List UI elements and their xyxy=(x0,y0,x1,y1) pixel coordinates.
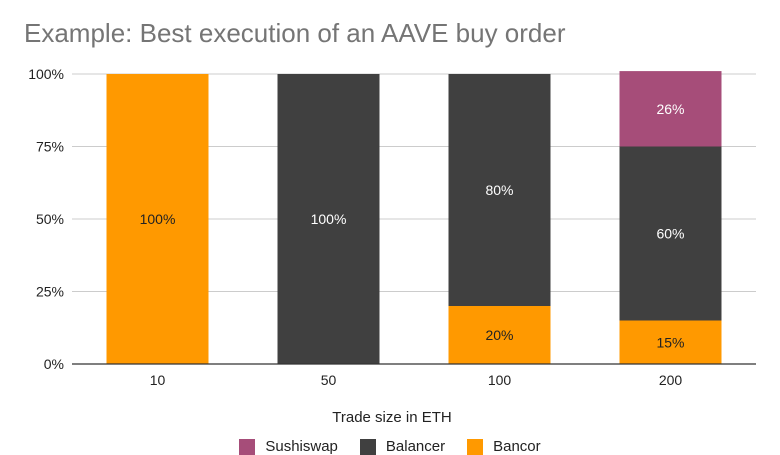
x-tick-label-50: 50 xyxy=(321,372,337,388)
legend-swatch-sushiswap xyxy=(239,438,256,455)
data-label-sushiswap-200: 26% xyxy=(656,101,684,117)
legend-label-bancor: Bancor xyxy=(493,438,541,455)
y-tick-label-1: 25% xyxy=(36,284,64,300)
y-tick-label-2: 50% xyxy=(36,211,64,227)
bar-sushiswap-200 xyxy=(619,71,722,147)
bar-bancor-10 xyxy=(106,74,209,364)
y-tick-label-4: 100% xyxy=(28,66,64,82)
chart-title: Example: Best execution of an AAVE buy o… xyxy=(24,18,566,48)
data-label-bancor-200: 15% xyxy=(656,334,684,350)
data-label-bancor-100: 20% xyxy=(485,327,513,343)
x-tick-label-10: 10 xyxy=(150,372,166,388)
legend: Sushiswap Balancer Bancor xyxy=(0,438,780,455)
legend-item-sushiswap: Sushiswap xyxy=(239,438,338,455)
bar-balancer-200 xyxy=(619,146,722,321)
y-tick-label-0: 0% xyxy=(44,356,64,372)
legend-swatch-bancor xyxy=(467,438,484,455)
x-tick-label-200: 200 xyxy=(659,372,683,388)
legend-item-balancer: Balancer xyxy=(359,438,446,455)
data-label-balancer-50: 100% xyxy=(311,211,347,227)
legend-swatch-balancer xyxy=(359,438,376,455)
bar-bancor-100 xyxy=(448,306,551,364)
x-axis-title: Trade size in ETH xyxy=(332,409,451,426)
data-label-bancor-10: 100% xyxy=(140,211,176,227)
bar-balancer-100 xyxy=(448,74,551,306)
legend-label-balancer: Balancer xyxy=(385,438,446,455)
data-label-balancer-100: 80% xyxy=(485,182,513,198)
legend-item-bancor: Bancor xyxy=(467,438,541,455)
bar-bancor-200 xyxy=(619,320,722,364)
data-label-balancer-200: 60% xyxy=(656,226,684,242)
legend-label-sushiswap: Sushiswap xyxy=(265,438,338,455)
bar-balancer-50 xyxy=(277,74,380,364)
x-tick-label-100: 100 xyxy=(488,372,512,388)
y-tick-label-3: 75% xyxy=(36,139,64,155)
